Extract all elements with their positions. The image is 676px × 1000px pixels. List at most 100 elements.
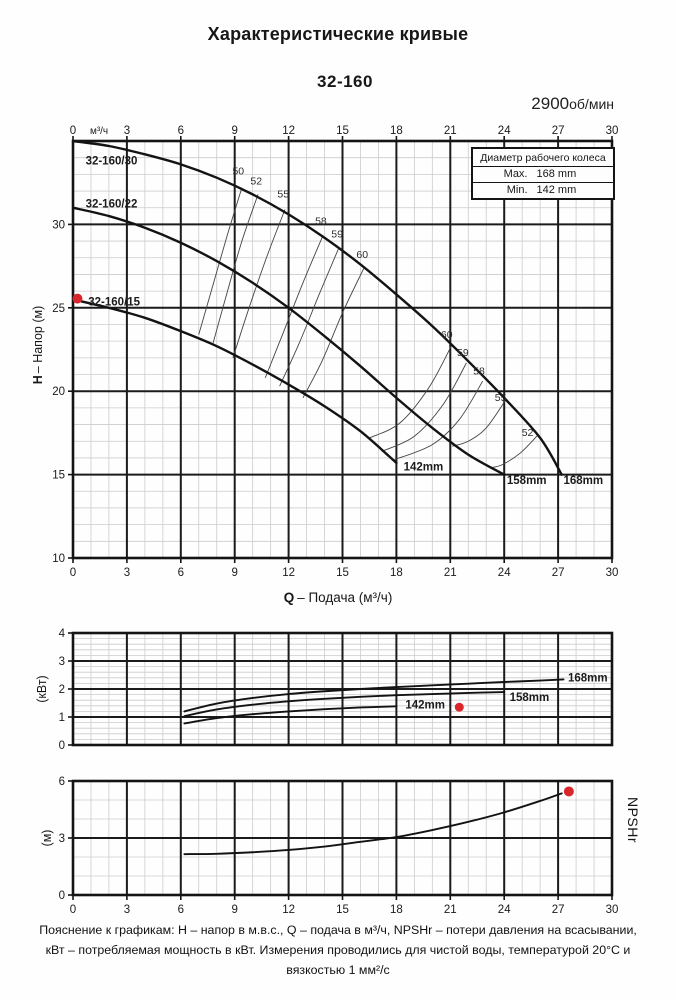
- series-label-32-16015: 32-160/15: [88, 296, 140, 308]
- flow-unit-label: м³/ч: [90, 126, 108, 137]
- curve-32-16022: [72, 206, 506, 476]
- tick-label-bottom-9: 9: [231, 904, 237, 916]
- curve-158mm: [183, 691, 506, 718]
- tick-label-left-3: 3: [59, 656, 65, 668]
- impeller-diameter-legend: Диаметр рабочего колеса Max. 168 mm Min.…: [471, 147, 615, 200]
- efficiency-label-52: 52: [250, 175, 262, 187]
- plot-area-npsh: [183, 792, 563, 856]
- tick-label-top-12: 12: [282, 125, 295, 137]
- impeller-label-142mm: 142mm: [405, 700, 445, 712]
- curve-NPSHr: [183, 792, 563, 856]
- efficiency-line-52: [212, 194, 259, 343]
- npsh-axis-title-left: (м): [40, 829, 54, 847]
- tick-label-top-27: 27: [552, 125, 565, 137]
- tick-label-left-1: 1: [59, 712, 65, 724]
- tick-label-left-10: 10: [52, 553, 65, 565]
- tick-label-left-30: 30: [52, 219, 65, 231]
- tick-label-bottom-3: 3: [124, 567, 130, 579]
- flow-axis-title: Q – Подача (м³/ч): [38, 590, 638, 605]
- efficiency-label-58: 58: [315, 215, 327, 227]
- chart-power: 168mm 158mm 142mm 4 3 2 1 0: [59, 628, 614, 752]
- series-label-32-16022: 32-160/22: [86, 199, 138, 211]
- impeller-label-168mm: 168mm: [568, 673, 608, 685]
- tick-label-top-15: 15: [336, 125, 349, 137]
- tick-label-bottom-30: 30: [606, 567, 619, 579]
- efficiency-label-60: 60: [441, 329, 453, 341]
- legend-min-value: 142 mm: [536, 184, 577, 196]
- tick-label-top-18: 18: [390, 125, 403, 137]
- tick-label-bottom-15: 15: [336, 904, 349, 916]
- series-label-32-16030: 32-160/30: [86, 155, 138, 167]
- flow-axis-prefix: Q: [283, 590, 295, 605]
- marker-dot-npsh: [563, 786, 574, 797]
- npsh-axis-title-right: NPSHr: [625, 796, 641, 844]
- rpm-unit: об/мин: [569, 96, 614, 112]
- tick-label-left-0: 0: [59, 890, 65, 902]
- tick-label-top-3: 3: [124, 125, 130, 137]
- plot-area-power: [183, 678, 565, 725]
- tick-label-bottom-30: 30: [606, 904, 619, 916]
- curve-168mm: [183, 678, 565, 713]
- tick-label-left-0: 0: [59, 740, 65, 752]
- plot-area-head-flow: [72, 140, 563, 476]
- page-title: Характеристические кривые: [207, 24, 469, 44]
- power-axis-title: (кВт): [35, 675, 49, 703]
- tick-label-left-3: 3: [59, 833, 65, 845]
- tick-label-left-15: 15: [52, 470, 65, 482]
- tick-label-bottom-21: 21: [444, 567, 457, 579]
- efficiency-label-55: 55: [495, 392, 507, 404]
- impeller-label-168mm: 168mm: [563, 475, 603, 487]
- curve-32-16030: [72, 140, 563, 476]
- legend-row-min: Min. 142 mm: [473, 181, 613, 198]
- efficiency-label-60: 60: [356, 249, 368, 261]
- tick-label-bottom-12: 12: [282, 567, 295, 579]
- impeller-label-158mm: 158mm: [510, 692, 550, 704]
- tick-label-bottom-6: 6: [178, 567, 184, 579]
- efficiency-label-52: 52: [522, 427, 534, 439]
- curve-32-16015: [72, 298, 398, 465]
- efficiency-line-60: [369, 344, 453, 439]
- rpm-value: 2900: [531, 94, 570, 113]
- efficiency-label-50: 50: [232, 165, 244, 177]
- flow-axis-rest: – Подача (м³/ч): [297, 590, 393, 605]
- efficiency-line-59: [381, 362, 467, 452]
- footer-explanation: Пояснение к графикам: H – напор в м.в.с.…: [39, 923, 637, 977]
- legend-max-label: Max.: [503, 168, 528, 180]
- tick-label-bottom-12: 12: [282, 904, 295, 916]
- tick-label-bottom-24: 24: [498, 567, 511, 579]
- tick-label-top-9: 9: [231, 125, 237, 137]
- tick-label-bottom-18: 18: [390, 904, 403, 916]
- efficiency-line-55: [451, 399, 507, 447]
- legend-min-label: Min.: [506, 184, 528, 196]
- tick-label-bottom-0: 0: [70, 567, 76, 579]
- efficiency-line-58: [394, 380, 484, 461]
- efficiency-label-59: 59: [457, 347, 469, 359]
- tick-label-bottom-15: 15: [336, 567, 349, 579]
- tick-label-bottom-0: 0: [70, 904, 76, 916]
- tick-label-bottom-24: 24: [498, 904, 511, 916]
- head-axis-title: H– Напор (м): [31, 275, 45, 415]
- tick-label-bottom-9: 9: [231, 567, 237, 579]
- impeller-label-158mm: 158mm: [507, 475, 547, 487]
- legend-max-value: 168 mm: [536, 168, 577, 180]
- legend-title: Диаметр рабочего колеса: [473, 149, 613, 167]
- tick-label-left-25: 25: [52, 303, 65, 315]
- tick-label-bottom-27: 27: [552, 567, 565, 579]
- tick-label-bottom-3: 3: [124, 904, 130, 916]
- efficiency-label-59: 59: [331, 229, 343, 241]
- tick-label-left-2: 2: [59, 684, 65, 696]
- tick-label-bottom-27: 27: [552, 904, 565, 916]
- efficiency-label-55: 55: [277, 189, 289, 201]
- tick-label-top-0: 0: [70, 125, 76, 137]
- tick-label-top-24: 24: [498, 125, 511, 137]
- efficiency-line-55: [232, 209, 286, 358]
- tick-label-bottom-18: 18: [390, 567, 403, 579]
- efficiency-line-60: [302, 267, 365, 399]
- marker-dot-head-flow: [72, 293, 83, 304]
- tick-label-bottom-6: 6: [178, 904, 184, 916]
- curve-142mm: [183, 705, 398, 725]
- tick-label-top-6: 6: [178, 125, 184, 137]
- tick-label-left-20: 20: [52, 386, 65, 398]
